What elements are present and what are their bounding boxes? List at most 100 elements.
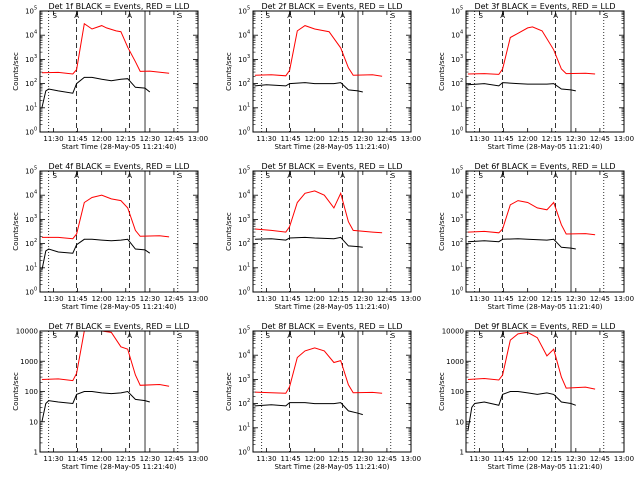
y-tick-exponent: 2	[247, 78, 250, 84]
y-axis-label: Counts/sec	[438, 212, 446, 251]
marker-label: S	[479, 172, 484, 180]
y-axis-label: Counts/sec	[12, 212, 20, 251]
y-tick-exponent: 3	[34, 54, 37, 60]
y-tick-exponent: 4	[34, 30, 37, 36]
y-tick-label: 10	[455, 418, 464, 426]
x-axis-label: Start Time (28-May-05 11:21:40)	[274, 303, 389, 311]
panel-title: Det 1f BLACK = Events, RED = LLD	[48, 2, 189, 11]
x-tick-label: 12:30	[566, 455, 586, 463]
marker-label: S	[266, 12, 271, 20]
y-tick-label: 10	[451, 104, 460, 112]
marker-label: A	[500, 172, 505, 180]
events-series-line	[41, 390, 150, 422]
y-tick-label: 10	[451, 192, 460, 200]
y-axis-label: Counts/sec	[438, 52, 446, 91]
marker-label: S	[391, 172, 396, 180]
panel-title: Det 7f BLACK = Events, RED = LLD	[48, 322, 189, 331]
x-tick-label: 13:00	[401, 135, 421, 143]
x-tick-label: 13:00	[401, 295, 421, 303]
x-tick-label: 12:00	[518, 135, 538, 143]
y-tick-exponent: 4	[460, 30, 463, 36]
marker-label: S	[53, 332, 58, 340]
y-tick-label: 100	[25, 388, 38, 396]
marker-label: A	[127, 172, 132, 180]
x-tick-label: 11:30	[43, 295, 63, 303]
x-tick-label: 12:30	[566, 135, 586, 143]
panel-title: Det 6f BLACK = Events, RED = LLD	[474, 162, 615, 171]
x-tick-label: 11:45	[280, 135, 300, 143]
marker-label: A	[287, 12, 292, 20]
y-tick-label: 10	[451, 264, 460, 272]
x-tick-label: 11:45	[280, 455, 300, 463]
y-tick-exponent: 5	[460, 166, 463, 172]
x-tick-label: 13:00	[188, 455, 208, 463]
lld-series-line	[467, 26, 596, 75]
y-tick-label: 10	[238, 192, 247, 200]
marker-label: S	[604, 332, 609, 340]
y-tick-label: 10	[451, 216, 460, 224]
x-tick-label: 12:45	[590, 295, 610, 303]
lld-series-line	[467, 200, 596, 236]
events-series-line	[254, 402, 363, 416]
y-tick-label: 10	[25, 264, 34, 272]
y-tick-label: 10	[238, 376, 247, 384]
y-tick-exponent: 3	[460, 54, 463, 60]
lld-series-line	[467, 331, 596, 390]
y-tick-exponent: 3	[247, 374, 250, 380]
y-tick-exponent: 5	[34, 166, 37, 172]
y-axis-label: Counts/sec	[12, 372, 20, 411]
y-tick-exponent: 1	[460, 102, 463, 108]
lld-series-line	[41, 194, 170, 240]
y-axis-label: Counts/sec	[225, 212, 233, 251]
y-tick-exponent: 2	[460, 238, 463, 244]
x-tick-label: 12:15	[116, 135, 136, 143]
y-tick-label: 10	[25, 216, 34, 224]
marker-label: S	[266, 332, 271, 340]
y-tick-label: 10	[25, 289, 34, 297]
y-tick-label: 10	[451, 168, 460, 176]
x-tick-label: 13:00	[188, 295, 208, 303]
x-tick-label: 11:30	[256, 455, 276, 463]
y-tick-exponent: 2	[34, 238, 37, 244]
plot-frame	[465, 330, 625, 453]
y-tick-label: 10	[25, 129, 34, 137]
y-axis-label: Counts/sec	[12, 52, 20, 91]
panel-title: Det 5f BLACK = Events, RED = LLD	[261, 162, 402, 171]
y-tick-exponent: 0	[247, 287, 250, 293]
plot-frame	[39, 170, 199, 293]
plot-frame	[252, 170, 412, 293]
panel-title: Det 4f BLACK = Events, RED = LLD	[48, 162, 189, 171]
y-tick-exponent: 1	[460, 262, 463, 268]
marker-label: S	[266, 172, 271, 180]
y-tick-label: 10	[238, 352, 247, 360]
y-tick-exponent: 3	[460, 214, 463, 220]
lld-series-line	[254, 190, 383, 234]
marker-label: S	[479, 12, 484, 20]
y-tick-label: 10	[238, 264, 247, 272]
x-tick-label: 12:15	[329, 455, 349, 463]
events-series-line	[467, 82, 576, 92]
x-tick-label: 12:45	[164, 455, 184, 463]
y-tick-label: 10	[238, 449, 247, 457]
plot-frame	[39, 10, 199, 133]
y-tick-label: 10	[238, 129, 247, 137]
y-axis-label: Counts/sec	[225, 52, 233, 91]
x-tick-label: 12:15	[542, 455, 562, 463]
x-axis-label: Start Time (28-May-05 11:21:40)	[487, 143, 602, 151]
x-axis-label: Start Time (28-May-05 11:21:40)	[61, 143, 176, 151]
y-tick-label: 10	[25, 80, 34, 88]
marker-label: S	[53, 172, 58, 180]
y-tick-label: 10	[238, 424, 247, 432]
x-tick-label: 13:00	[614, 135, 634, 143]
x-tick-label: 12:00	[305, 135, 325, 143]
x-tick-label: 12:00	[518, 295, 538, 303]
plot-frame	[252, 10, 412, 133]
x-tick-label: 11:45	[493, 295, 513, 303]
panel-title: Det 9f BLACK = Events, RED = LLD	[474, 322, 615, 331]
lld-series-line	[254, 25, 383, 77]
y-tick-label: 10	[25, 240, 34, 248]
